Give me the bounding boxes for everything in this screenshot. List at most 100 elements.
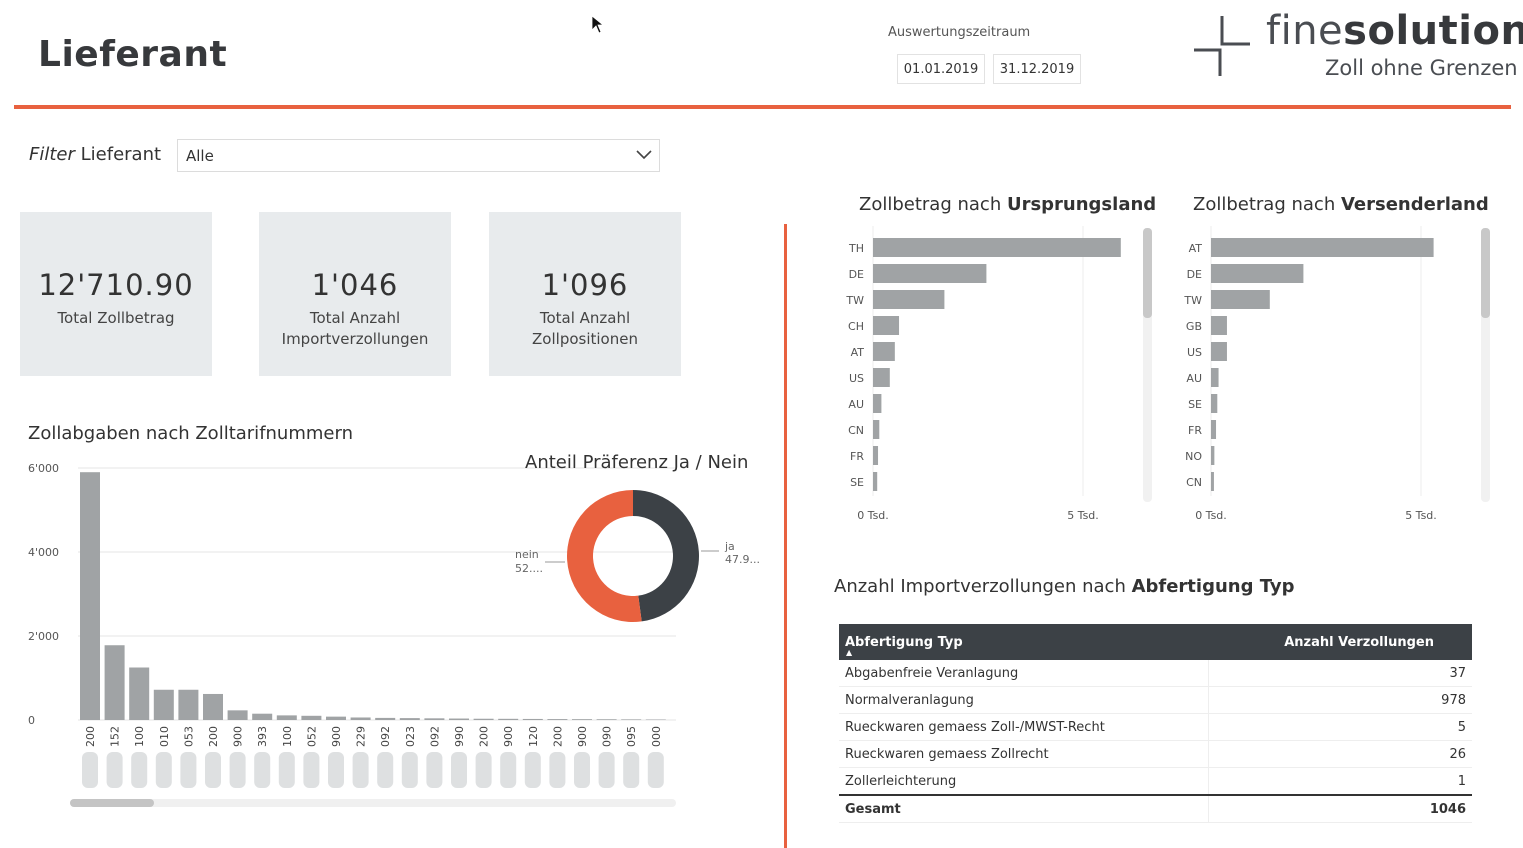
x-tick-label: 990 [453,726,466,747]
blurred-label [574,752,590,788]
bar [1211,342,1227,361]
logo-mark-icon [1194,16,1250,76]
date-to-input[interactable]: 31.12.2019 [993,54,1081,84]
x-tick-label: 0 Tsd. [857,509,889,522]
x-tick-label: 023 [404,726,417,747]
filter-dropdown-value: Alle [186,147,214,165]
y-category-label: FR [1188,424,1202,437]
blurred-label [598,752,615,788]
table-row: Normalveranlagung 978 [839,686,1472,714]
x-tick-label: 100 [133,726,146,747]
ursprungsland-bar-chart[interactable]: TH DE TW CH AT US AU CN FR SE 0 Tsd. 5 Tsd. [830,226,1160,526]
blurred-label [549,752,566,788]
column-header-anzahl[interactable]: Anzahl Verzollungen [1208,624,1472,660]
x-tick-label: 090 [601,726,614,747]
bar [227,710,248,720]
bar [399,718,420,720]
blurred-label [451,752,467,788]
blurred-label [524,752,541,788]
zolltarif-chart-title: Zollabgaben nach Zolltarifnummern [28,423,353,444]
bar [424,718,445,720]
x-tick-label: 900 [232,726,245,747]
y-category-label: TW [845,294,864,307]
bar [873,472,878,491]
y-category-label: TH [848,242,864,255]
bar [129,667,150,720]
header-divider [14,105,1511,109]
blurred-label [426,752,443,788]
bar [1211,264,1304,283]
zolltarif-bar-chart[interactable]: 0 2'000 4'000 6'000 200 152 100 010 053 200 900 393… [14,455,714,815]
x-tick-label: 200 [551,726,564,747]
bar [80,472,100,720]
bar [449,718,469,720]
bar [1211,238,1434,257]
bar [596,719,617,720]
blurred-label [278,752,295,788]
bar [1211,420,1217,439]
scrollbar-thumb[interactable] [1143,228,1152,318]
column-header-abfertigung-typ[interactable]: Abfertigung Typ ▲ [839,624,1209,660]
donut-slice-nein [567,490,642,622]
bar [1211,446,1215,465]
bar [873,290,945,309]
y-category-label: AU [848,398,864,411]
bar [873,316,900,335]
x-tick-label: 092 [379,726,392,747]
table-row: Zollerleichterung 1 [839,767,1472,796]
y-category-label: SE [850,476,864,489]
logo-tagline: Zoll ohne Grenzen [1325,56,1518,80]
bar [1211,472,1214,491]
x-tick-label: 0 Tsd. [1195,509,1227,522]
blurred-label [205,752,221,788]
x-tick-label: 200 [207,726,220,747]
blurred-label [131,752,148,788]
bar [873,264,987,283]
bar [153,689,174,720]
y-category-label: CH [848,320,864,333]
blurred-label [82,752,98,788]
x-tick-label: 229 [355,726,368,747]
y-category-label: GB [1186,320,1202,333]
scrollbar-thumb[interactable] [1481,228,1490,318]
x-tick-label: 900 [330,726,343,747]
kpi-value: 1'046 [311,268,399,302]
x-tick-label: 120 [527,726,540,747]
x-tick-label: 152 [109,726,122,747]
blurred-label [106,752,123,788]
bar [473,718,494,720]
bar [873,238,1121,257]
blurred-label [328,752,344,788]
blurred-label [229,752,246,788]
bar [203,693,223,720]
bar [873,394,882,413]
x-tick-label: 092 [428,726,441,747]
praeferenz-chart-title: Anteil Präferenz Ja / Nein [525,452,749,473]
versenderland-bar-chart[interactable]: AT DE TW GB US AU SE FR NO CN 0 Tsd. 5 Tsd. [1168,226,1498,526]
blurred-label [303,752,320,788]
kpi-card-total-zollbetrag: 12'710.90 Total Zollbetrag [20,212,212,376]
y-category-label: US [1187,346,1202,359]
x-tick-label: 200 [84,726,97,747]
bar [498,718,519,720]
bar [326,716,346,720]
bar [873,446,879,465]
scrollbar-thumb[interactable] [70,799,154,807]
bar [1211,368,1219,387]
y-tick-label: 0 [28,714,35,727]
kpi-label: Total Anzahl Zollpositionen [532,309,638,348]
slice-label-ja: ja [724,540,735,553]
bar [873,420,880,439]
donut-slice-ja [633,490,699,622]
table-row: Rueckwaren gemaess Zoll-/MWST-Recht 5 [839,713,1472,741]
bar [1211,316,1227,335]
date-from-input[interactable]: 01.01.2019 [897,54,985,84]
kpi-label: Total Anzahl Importverzollungen [281,309,429,348]
bar [276,715,297,720]
y-category-label: DE [1187,268,1202,281]
x-tick-label: 010 [158,726,171,747]
filter-dropdown[interactable]: Alle [177,139,660,172]
table-total-row: Gesamt 1046 [839,794,1472,823]
bar [873,368,890,387]
